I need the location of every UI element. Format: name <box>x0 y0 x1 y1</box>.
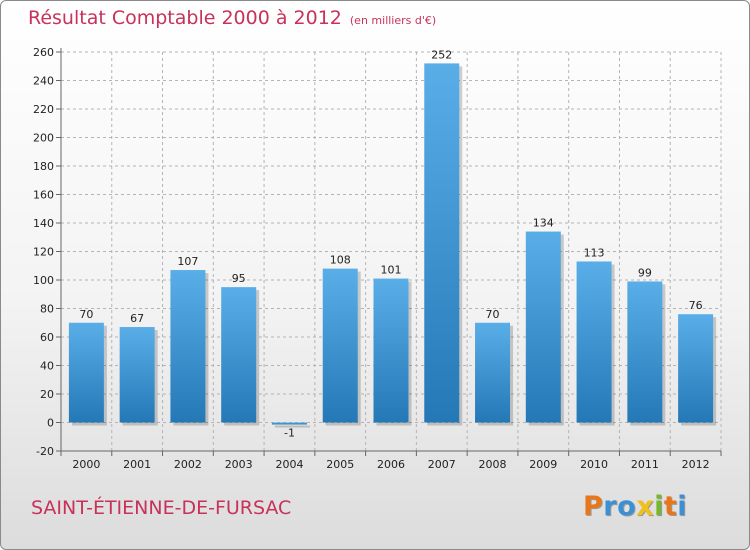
data-label: 67 <box>130 312 144 325</box>
logo-letter: o <box>617 491 637 522</box>
data-labels: 70 67 107 95 -1 108 101 252 70 134 113 99 76 <box>79 48 702 439</box>
data-label: 70 <box>486 308 500 321</box>
logo-letter: r <box>603 491 618 522</box>
data-label: 108 <box>330 254 351 267</box>
x-tick-label: 2008 <box>479 458 507 471</box>
chart-title: Résultat Comptable 2000 à 2012 (en millie… <box>28 7 436 29</box>
y-tick-label: 160 <box>33 189 54 202</box>
data-label: 134 <box>533 217 554 230</box>
data-label: 99 <box>638 266 652 279</box>
bar <box>373 278 409 423</box>
data-label: 101 <box>381 264 402 277</box>
logo-letter: t <box>663 491 678 522</box>
title-text: Résultat Comptable 2000 à 2012 <box>28 7 342 29</box>
y-tick-label: 80 <box>40 303 54 316</box>
x-tick-label: 2009 <box>529 458 557 471</box>
x-tick-label: 2002 <box>174 458 202 471</box>
data-label: 95 <box>232 272 246 285</box>
y-tick-label: 180 <box>33 160 54 173</box>
x-tick-label: 2011 <box>631 458 659 471</box>
x-tick-label: 2012 <box>682 458 710 471</box>
y-tick-label: 120 <box>33 246 54 259</box>
y-tick-label: 220 <box>33 103 54 116</box>
bar <box>170 270 206 423</box>
data-label: 252 <box>431 48 452 61</box>
bar <box>678 314 714 423</box>
logo-letter: x <box>636 491 655 522</box>
data-label: -1 <box>284 427 295 440</box>
x-tick-label: 2000 <box>72 458 100 471</box>
proxiti-logo: Proxiti <box>583 491 687 522</box>
x-tick-label: 2006 <box>377 458 405 471</box>
y-tick-label: 0 <box>47 417 54 430</box>
y-tick-label: 140 <box>33 217 54 230</box>
logo-letter: P <box>583 491 604 522</box>
bar <box>576 261 612 423</box>
x-tick-label: 2010 <box>580 458 608 471</box>
logo-letter: i <box>654 491 664 522</box>
y-tick-label: 260 <box>33 46 54 59</box>
x-tick-label: 2004 <box>275 458 303 471</box>
y-tick-label: 200 <box>33 132 54 145</box>
y-tick-label: 240 <box>33 75 54 88</box>
bar <box>68 322 104 423</box>
commune-name: SAINT-ÉTIENNE-DE-FURSAC <box>31 497 292 519</box>
x-tick-label: 2003 <box>225 458 253 471</box>
x-tick-label: 2007 <box>428 458 456 471</box>
bar <box>525 231 561 423</box>
bar-shadow <box>274 425 310 428</box>
axes: -20 0 20 40 60 80 100 120 140 160 180 200 220 240 260 2… <box>33 46 722 471</box>
data-label: 70 <box>79 308 93 321</box>
bar <box>475 322 511 423</box>
x-tick-label: 2001 <box>123 458 151 471</box>
data-label: 107 <box>177 255 198 268</box>
y-tick-label: 20 <box>40 388 54 401</box>
y-tick-label: 60 <box>40 331 54 344</box>
y-tick-label: 100 <box>33 274 54 287</box>
bar <box>627 281 663 423</box>
bars <box>68 63 717 428</box>
bar <box>424 63 460 423</box>
bar <box>271 422 307 425</box>
bar <box>322 268 358 423</box>
bar <box>119 327 155 423</box>
unit-label: (en milliers d'€) <box>349 14 437 27</box>
y-tick-label: 40 <box>40 360 54 373</box>
logo-letter: i <box>677 491 688 522</box>
data-label: 113 <box>584 246 605 259</box>
data-label: 76 <box>689 299 703 312</box>
bar <box>221 287 257 423</box>
x-tick-label: 2005 <box>326 458 354 471</box>
y-tick-label: -20 <box>36 445 54 458</box>
